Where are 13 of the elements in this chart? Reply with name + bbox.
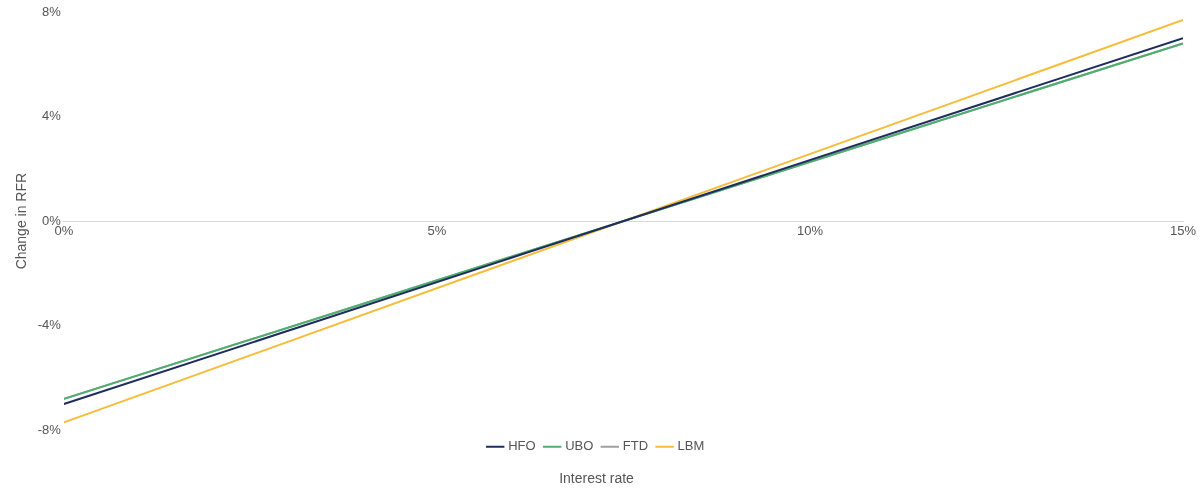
legend-label: FTD [622,438,649,454]
y-axis-title: Change in RFR [13,172,30,270]
legend-label: LBM [677,438,705,454]
x-tick-label: 10% [796,223,824,239]
y-tick-label: -4% [37,317,62,333]
legend-label: UBO [565,438,594,454]
x-tick-label: 15% [1169,223,1197,239]
x-tick-label: 5% [427,223,447,239]
x-axis-title: Interest rate [559,470,635,487]
y-tick-label: -8% [37,421,62,437]
y-tick-label: 4% [42,108,62,124]
y-tick-label: 8% [42,3,62,19]
legend-label: HFO [508,438,536,454]
